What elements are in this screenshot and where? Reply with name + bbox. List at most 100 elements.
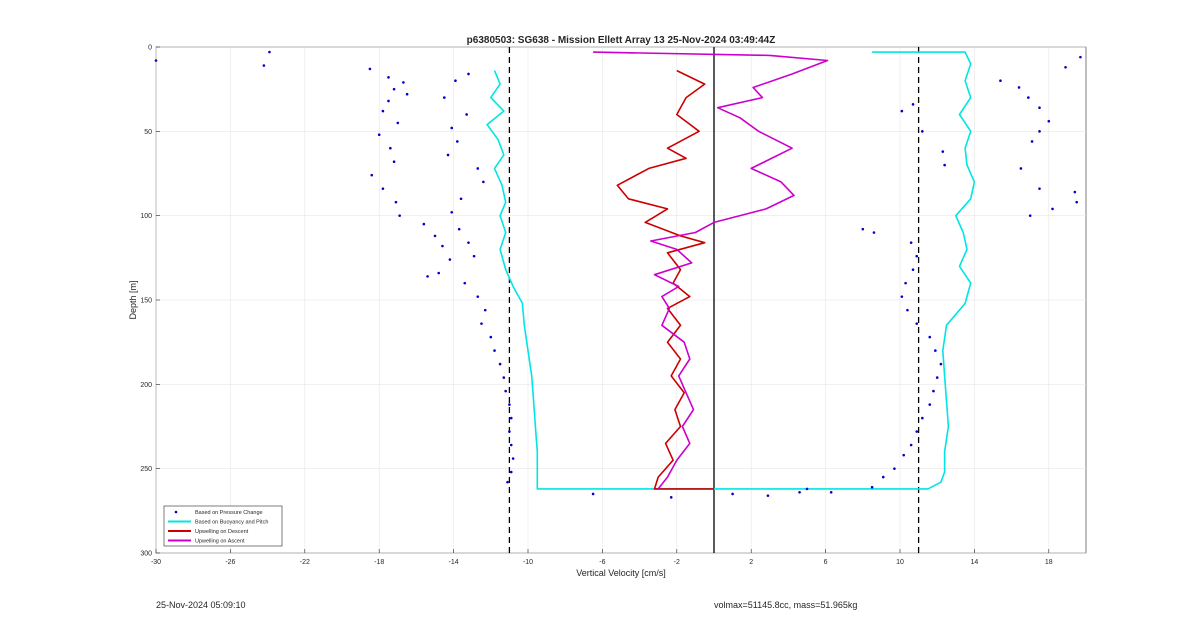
pressure-point (939, 362, 943, 366)
x-tick-label: -22 (300, 559, 310, 566)
pressure-point (498, 362, 502, 366)
pressure-point (426, 275, 429, 278)
legend-label-buoyancy: Based on Buoyancy and Pitch (195, 520, 268, 526)
x-tick-label: -18 (374, 559, 384, 566)
pressure-point (999, 79, 1002, 83)
pressure-point (932, 389, 935, 393)
pressure-point (766, 494, 770, 497)
y-tick-label: 250 (140, 466, 152, 473)
pressure-point (422, 222, 426, 226)
pressure-point (476, 295, 480, 298)
pressure-point (504, 389, 507, 393)
x-tick-label: -10 (523, 559, 533, 566)
pressure-point (591, 492, 595, 496)
pressure-point (381, 187, 385, 190)
pressure-point (465, 113, 468, 116)
pressure-point (368, 67, 372, 71)
pressure-point (906, 308, 909, 312)
pressure-point (798, 490, 801, 494)
pressure-point (1047, 119, 1051, 123)
pressure-point (900, 109, 904, 113)
pressure-point (387, 99, 390, 103)
x-tick-label: -30 (151, 559, 161, 566)
pressure-point (1028, 214, 1032, 217)
pressure-point (928, 403, 932, 406)
pressure-point (1038, 187, 1041, 190)
pressure-point (1051, 207, 1054, 211)
pressure-point (467, 241, 470, 244)
pressure-point (262, 64, 266, 67)
pressure-point (1075, 200, 1078, 204)
legend-label-pressure: Based on Pressure Change (195, 510, 263, 516)
y-tick-label: 150 (140, 298, 152, 305)
pressure-point (1064, 65, 1067, 69)
x-axis-label: Vertical Velocity [cm/s] (576, 568, 666, 578)
pressure-point (509, 416, 513, 420)
pressure-point (402, 81, 405, 84)
pressure-point (915, 322, 919, 325)
pressure-point (915, 430, 919, 433)
pressure-point (446, 153, 450, 157)
x-tick-label: -26 (225, 559, 235, 566)
pressure-point (450, 126, 454, 130)
pressure-point (911, 268, 915, 271)
pressure-point (669, 496, 673, 499)
legend-label-descent: Upwelling on Descent (195, 529, 249, 535)
pressure-point (921, 130, 924, 133)
pressure-point (472, 254, 476, 258)
pressure-point (1038, 130, 1041, 133)
pressure-point (396, 121, 400, 125)
pressure-point (405, 92, 409, 96)
pressure-point (915, 254, 919, 258)
y-tick-label: 300 (140, 551, 152, 558)
pressure-point (1027, 96, 1030, 99)
pressure-point (921, 416, 924, 420)
x-tick-label: 14 (971, 559, 979, 566)
pressure-point (456, 140, 459, 143)
chart: -30 -26 -22 -18 -14 -10 -6 -2 2 6 10 14 180501001502… (128, 35, 1087, 578)
pressure-point (943, 163, 946, 167)
chart-title: p6380503: SG638 - Mission Ellett Array 1… (467, 35, 776, 46)
legend-label-ascent: Upwelling on Ascent (195, 539, 245, 545)
pressure-point (805, 487, 809, 491)
pressure-point (389, 146, 392, 150)
pressure-point (872, 231, 876, 234)
pressure-point (506, 480, 509, 484)
pressure-point (1019, 167, 1023, 170)
pressure-point (483, 308, 487, 312)
pressure-point (454, 79, 457, 83)
pressure-point (463, 281, 467, 285)
pressure-point (392, 87, 396, 91)
pressure-point (467, 72, 470, 76)
x-tick-label: 2 (749, 559, 753, 566)
pressure-point (154, 59, 158, 62)
pressure-point (508, 430, 511, 433)
y-tick-label: 200 (140, 382, 152, 389)
pressure-point (394, 200, 398, 204)
pressure-point (508, 403, 511, 406)
legend-marker-pressure (174, 510, 178, 514)
pressure-point (829, 490, 833, 494)
pressure-point (448, 258, 452, 261)
pressure-point (489, 335, 493, 339)
footer-summary: volmax=51145.8cc, mass=51.965kg (714, 600, 858, 610)
pressure-point (443, 96, 446, 99)
pressure-point (861, 227, 865, 231)
pressure-point (902, 453, 906, 457)
reference-lines (508, 47, 920, 553)
footer-timestamp: 25-Nov-2024 05:09:10 (156, 600, 246, 610)
pressure-point (934, 349, 937, 352)
pressure-point (935, 376, 939, 379)
x-tick-label: 18 (1045, 559, 1053, 566)
pressure-point (909, 241, 913, 244)
pressure-point (509, 443, 513, 447)
series-pressure-change (154, 50, 1082, 499)
pressure-point (909, 443, 913, 447)
pressure-point (1038, 106, 1041, 110)
series-layer (154, 50, 1082, 499)
pressure-point (881, 475, 885, 479)
pressure-point (450, 210, 454, 214)
pressure-point (731, 492, 734, 496)
pressure-point (941, 150, 945, 153)
